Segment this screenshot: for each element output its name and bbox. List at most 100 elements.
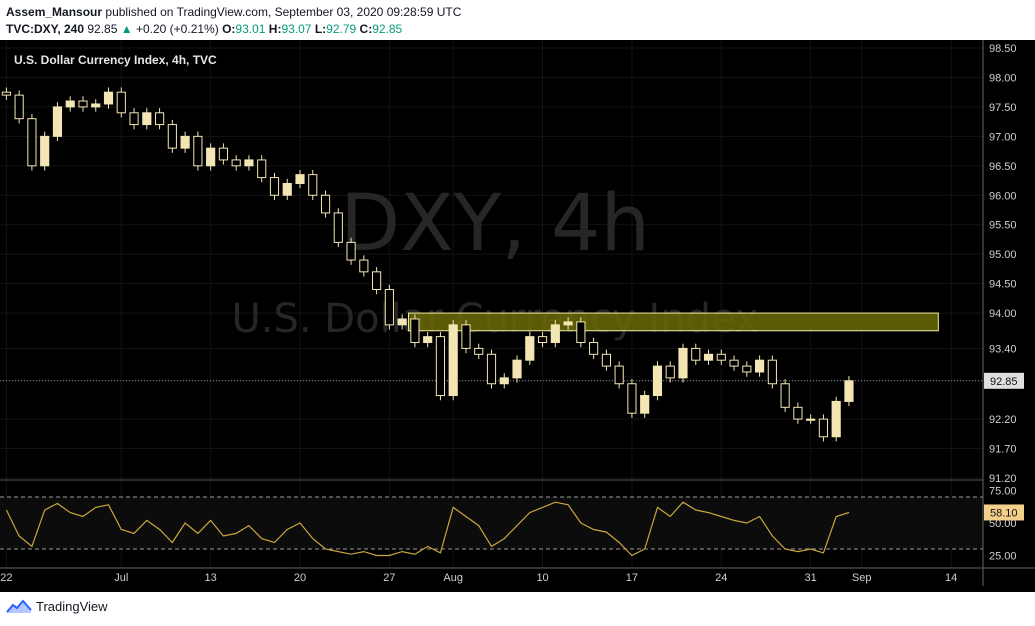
- candle: [116, 91, 126, 114]
- candle: [461, 324, 471, 349]
- candle: [180, 135, 190, 149]
- time-tick-label: Jul: [114, 572, 128, 584]
- candle: [423, 336, 433, 344]
- candle: [231, 159, 241, 167]
- author-name[interactable]: Assem_Mansour: [6, 5, 103, 19]
- candle: [780, 383, 790, 408]
- candle: [793, 406, 803, 420]
- rsi-tick-label: 50.00: [989, 518, 1017, 530]
- rsi-line: [5, 501, 850, 557]
- candle: [397, 318, 407, 326]
- candle: [65, 100, 75, 108]
- price-tick-label: 91.20: [989, 473, 1017, 485]
- price-tick-label: 96.00: [989, 190, 1017, 202]
- price-tick-label: 95.50: [989, 220, 1017, 232]
- open-label: O:: [222, 22, 236, 36]
- tradingview-logo-icon: [6, 599, 32, 613]
- candle: [295, 174, 305, 184]
- candle: [512, 359, 522, 379]
- time-tick-label: 14: [945, 572, 957, 584]
- candle: [755, 359, 765, 373]
- time-tick-label: 31: [805, 572, 817, 584]
- candle: [435, 336, 446, 397]
- time-tick-label: 17: [626, 572, 638, 584]
- time-tick-label: 13: [205, 572, 217, 584]
- candle: [218, 147, 228, 161]
- high-label: H:: [268, 22, 282, 36]
- candle: [193, 135, 203, 167]
- time-tick-label: 24: [715, 572, 727, 584]
- candle: [844, 380, 854, 402]
- candle: [40, 135, 50, 167]
- price-tick-label: 91.70: [989, 444, 1017, 456]
- publish-info: Assem_Mansour published on TradingView.c…: [6, 5, 461, 19]
- candle: [206, 147, 216, 167]
- rsi-axis[interactable]: 75.00 50.00 25.00 58.10: [984, 486, 1024, 563]
- last-price: 92.85: [87, 22, 118, 36]
- candle: [652, 365, 663, 397]
- time-tick-label: 27: [383, 572, 395, 584]
- rsi-value-label: 58.10: [990, 507, 1018, 519]
- price-tick-label: 92.20: [989, 414, 1017, 426]
- candle: [359, 259, 369, 273]
- time-tick-label: Sep: [852, 572, 872, 584]
- time-tick-label: 10: [536, 572, 548, 584]
- chart-area[interactable]: DXY, 4h U.S. Dollar Currency Index U.S. …: [0, 40, 1035, 592]
- price-tick-label: 98.00: [989, 72, 1017, 84]
- candle: [372, 271, 382, 291]
- candle: [640, 395, 650, 414]
- candle: [346, 241, 356, 261]
- candle: [525, 336, 535, 361]
- resistance-zone[interactable]: [408, 312, 939, 332]
- candle: [308, 174, 318, 196]
- candle: [448, 324, 458, 397]
- candle: [269, 177, 280, 196]
- candle: [257, 159, 267, 179]
- candle: [103, 91, 114, 105]
- candle: [1, 91, 11, 96]
- candle: [486, 353, 497, 385]
- candle: [333, 212, 343, 243]
- high-value: 93.07: [281, 22, 312, 36]
- price-tick-label: 95.00: [989, 249, 1017, 261]
- candle: [78, 100, 88, 108]
- candle: [282, 182, 292, 196]
- candle: [142, 112, 152, 126]
- price-tick-label: 93.40: [989, 343, 1017, 355]
- candle: [14, 94, 24, 120]
- rsi-band: [0, 497, 983, 549]
- candle: [550, 324, 560, 344]
- candle: [563, 321, 573, 326]
- time-axis[interactable]: 22 Jul 13 20 27 Aug 10 17 24 31 Sep 14: [0, 572, 957, 584]
- price-axis[interactable]: 98.50 98.00 97.50 97.00 96.50 96.00 95.50 95.00…: [984, 43, 1024, 485]
- candle: [167, 124, 177, 149]
- candle: [154, 112, 165, 126]
- candle: [716, 353, 726, 361]
- watermark-symbol: DXY, 4h: [340, 179, 650, 269]
- candle: [729, 359, 739, 367]
- time-tick-label: Aug: [443, 572, 463, 584]
- candle: [767, 359, 777, 385]
- price-tick-label: 98.50: [989, 43, 1017, 55]
- price-tick-label: 97.50: [989, 102, 1017, 114]
- candle: [691, 347, 701, 361]
- low-value: 92.79: [326, 22, 357, 36]
- candle: [678, 347, 688, 379]
- low-label: L:: [314, 22, 327, 36]
- candle: [244, 159, 254, 167]
- candle: [589, 342, 599, 355]
- candle: [499, 377, 509, 385]
- price-tick-label: 94.50: [989, 279, 1017, 291]
- price-tick-label: 97.00: [989, 131, 1017, 143]
- rsi-pane: [0, 496, 983, 557]
- candle: [742, 365, 752, 373]
- chart-title: U.S. Dollar Currency Index, 4h, TVC: [14, 53, 217, 67]
- candle: [537, 336, 548, 344]
- candle: [384, 289, 394, 326]
- candle: [320, 194, 331, 214]
- tradingview-footer[interactable]: TradingView: [6, 598, 108, 614]
- symbol-label: TVC:DXY, 240: [6, 22, 85, 36]
- candle: [703, 353, 714, 361]
- price-change: +0.20 (+0.21%): [135, 22, 219, 36]
- candle: [474, 347, 484, 355]
